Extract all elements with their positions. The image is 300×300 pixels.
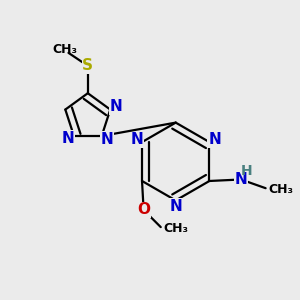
Text: N: N bbox=[130, 132, 143, 147]
Text: H: H bbox=[241, 164, 252, 178]
Text: N: N bbox=[61, 131, 74, 146]
Text: N: N bbox=[208, 132, 221, 147]
Text: CH₃: CH₃ bbox=[52, 44, 77, 56]
Text: CH₃: CH₃ bbox=[268, 183, 293, 196]
Text: N: N bbox=[110, 99, 122, 114]
Text: N: N bbox=[169, 199, 182, 214]
Text: CH₃: CH₃ bbox=[164, 222, 189, 235]
Text: O: O bbox=[137, 202, 150, 217]
Text: S: S bbox=[82, 58, 93, 73]
Text: N: N bbox=[100, 132, 113, 147]
Text: N: N bbox=[235, 172, 248, 187]
